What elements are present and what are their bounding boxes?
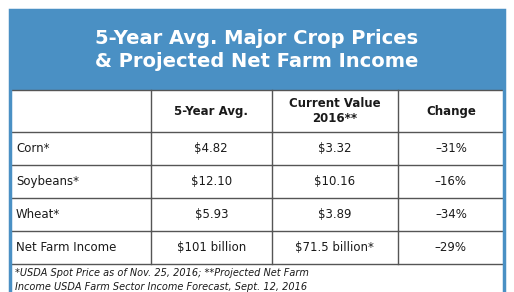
Text: $10.16: $10.16 bbox=[314, 175, 355, 188]
Text: $3.32: $3.32 bbox=[318, 142, 352, 155]
Bar bbox=[10, 90, 504, 132]
Text: $71.5 billion*: $71.5 billion* bbox=[296, 241, 374, 254]
Text: –31%: –31% bbox=[435, 142, 467, 155]
Bar bbox=[10, 264, 504, 292]
Text: $4.82: $4.82 bbox=[194, 142, 228, 155]
Bar bbox=[10, 10, 504, 90]
Text: 5-Year Avg.: 5-Year Avg. bbox=[174, 105, 248, 117]
Text: Soybeans*: Soybeans* bbox=[16, 175, 79, 188]
Text: Change: Change bbox=[426, 105, 476, 117]
Text: *USDA Spot Price as of Nov. 25, 2016; **Projected Net Farm
Income USDA Farm Sect: *USDA Spot Price as of Nov. 25, 2016; **… bbox=[15, 268, 309, 292]
Text: $101 billion: $101 billion bbox=[177, 241, 246, 254]
Bar bbox=[10, 198, 504, 231]
Bar bbox=[10, 165, 504, 198]
Text: –29%: –29% bbox=[435, 241, 467, 254]
Text: $3.89: $3.89 bbox=[318, 208, 352, 221]
Text: –16%: –16% bbox=[435, 175, 467, 188]
Text: $12.10: $12.10 bbox=[191, 175, 232, 188]
Text: Corn*: Corn* bbox=[16, 142, 49, 155]
Text: –34%: –34% bbox=[435, 208, 467, 221]
Text: 5-Year Avg. Major Crop Prices
& Projected Net Farm Income: 5-Year Avg. Major Crop Prices & Projecte… bbox=[95, 29, 419, 71]
Text: Wheat*: Wheat* bbox=[16, 208, 60, 221]
Text: Current Value
2016**: Current Value 2016** bbox=[289, 97, 381, 125]
Text: $5.93: $5.93 bbox=[195, 208, 228, 221]
Bar bbox=[10, 231, 504, 264]
Text: Net Farm Income: Net Farm Income bbox=[16, 241, 116, 254]
Bar bbox=[10, 132, 504, 165]
